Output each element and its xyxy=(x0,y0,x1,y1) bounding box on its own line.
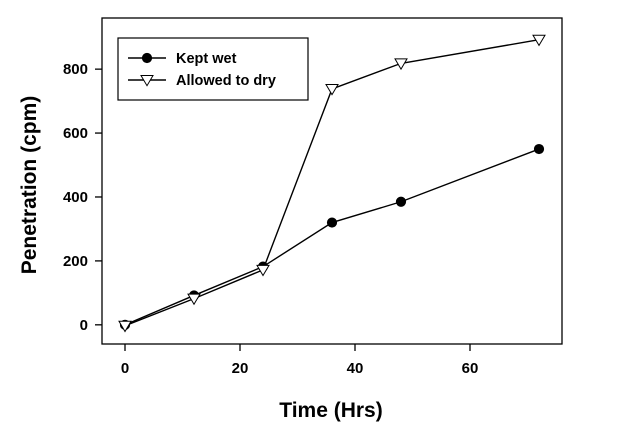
y-tick-label: 200 xyxy=(63,253,88,270)
legend-item-kept-wet: Kept wet xyxy=(128,51,237,67)
plot-area-frame xyxy=(101,17,563,345)
y-tick-label: 800 xyxy=(63,61,88,78)
series-line-kept-wet xyxy=(124,148,540,326)
legend-marker xyxy=(141,52,153,64)
x-axis-title: Time (Hrs) xyxy=(279,399,382,422)
data-point-allowed-to-dry xyxy=(532,34,546,47)
x-tick-label: 60 xyxy=(462,360,479,377)
series-kept-wet xyxy=(119,143,545,330)
data-point-allowed-to-dry xyxy=(325,83,339,96)
y-tick-label: 600 xyxy=(63,125,88,142)
y-axis-title: Penetration (cpm) xyxy=(18,96,41,275)
y-tick-label: 400 xyxy=(63,189,88,206)
data-point-allowed-to-dry xyxy=(256,264,270,277)
x-tick-label: 40 xyxy=(347,360,364,377)
x-tick-label: 20 xyxy=(232,360,249,377)
legend-label: Allowed to dry xyxy=(176,73,276,89)
legend-box xyxy=(117,37,309,101)
x-tick-label: 0 xyxy=(121,360,129,377)
series-line-allowed-to-dry xyxy=(124,39,540,327)
legend-item-allowed-to-dry: Allowed to dry xyxy=(128,73,276,89)
data-point-kept-wet xyxy=(533,143,545,155)
y-tick-label: 0 xyxy=(80,317,88,334)
data-point-allowed-to-dry xyxy=(394,58,408,71)
data-point-allowed-to-dry xyxy=(118,320,132,333)
legend-label: Kept wet xyxy=(176,51,237,67)
legend-marker xyxy=(140,75,154,87)
data-point-allowed-to-dry xyxy=(187,293,201,306)
data-point-kept-wet xyxy=(395,196,407,207)
series-allowed-to-dry xyxy=(118,34,546,333)
data-point-kept-wet xyxy=(326,217,338,228)
